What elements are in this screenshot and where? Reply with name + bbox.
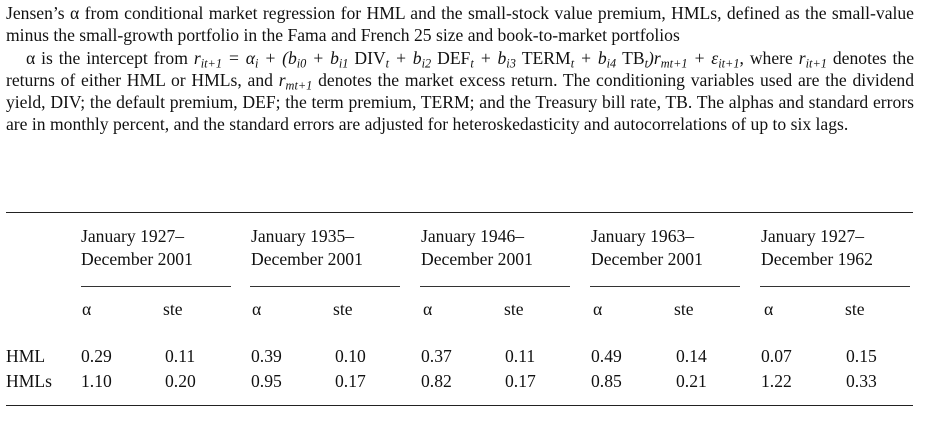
period-header-5: January 1927– December 1962: [761, 225, 873, 271]
return-symbol: rit+1: [798, 47, 827, 71]
period-end: December 2001: [421, 249, 533, 269]
table-bottom-rule: [6, 405, 913, 406]
ste-value-cell: 0.14: [676, 346, 707, 366]
period-header-4: January 1963– December 2001: [591, 225, 703, 271]
alpha-column-header: α: [252, 299, 262, 319]
period-end: December 1962: [761, 249, 873, 269]
period-start: January 1963–: [591, 226, 695, 246]
alpha-column-header: α: [593, 299, 603, 319]
alpha-value-cell: 0.82: [421, 371, 452, 391]
caption-lead: α is the intercept from: [26, 47, 188, 68]
ste-value-cell: 0.20: [165, 371, 196, 391]
alpha-value-cell: 0.49: [591, 346, 622, 366]
period-underline: [81, 286, 231, 287]
alpha-value-cell: 0.85: [591, 371, 622, 391]
ste-value-cell: 0.21: [676, 371, 707, 391]
ste-value-cell: 0.11: [505, 346, 536, 366]
caption-rest: denotes the market excess return. The co…: [6, 69, 915, 135]
ste-column-header: ste: [845, 299, 865, 319]
caption-where: where: [749, 47, 793, 68]
period-start: January 1935–: [251, 226, 355, 246]
period-end: December 2001: [251, 249, 363, 269]
period-start: January 1927–: [761, 226, 865, 246]
period-end: December 2001: [591, 249, 703, 269]
alpha-value-cell: 0.07: [761, 346, 792, 366]
period-underline: [760, 286, 910, 287]
alpha-value-cell: 0.29: [81, 346, 112, 366]
alpha-value-cell: 1.10: [81, 371, 112, 391]
market-return-symbol: rmt+1: [278, 69, 313, 93]
alpha-value-cell: 0.37: [421, 346, 452, 366]
ste-column-header: ste: [333, 299, 353, 319]
ste-value-cell: 0.11: [165, 346, 196, 366]
alpha-column-header: α: [764, 299, 774, 319]
period-header-3: January 1946– December 2001: [421, 225, 533, 271]
period-underline: [420, 286, 570, 287]
ste-value-cell: 0.33: [846, 371, 877, 391]
caption-returns-text: denotes the returns of either HML or HML…: [6, 47, 915, 90]
regression-equation: rit+1 = αi + (bi0 + bi1 DIVt + bi2 DEFt …: [193, 47, 740, 71]
period-start: January 1946–: [421, 226, 525, 246]
period-underline: [250, 286, 400, 287]
ste-column-header: ste: [163, 299, 183, 319]
period-underline: [590, 286, 740, 287]
alpha-value-cell: 0.39: [251, 346, 282, 366]
alpha-value-cell: 0.95: [251, 371, 282, 391]
ste-column-header: ste: [504, 299, 524, 319]
caption-paragraph-1: Jensen’s α from conditional market regre…: [6, 3, 914, 46]
ste-value-cell: 0.10: [335, 346, 366, 366]
alpha-column-header: α: [423, 299, 433, 319]
alpha-column-header: α: [82, 299, 92, 319]
caption-paragraph-2: α is the intercept from rit+1 = αi + (bi…: [6, 47, 915, 135]
ste-value-cell: 0.17: [335, 371, 366, 391]
table-caption: Jensen’s α from conditional market regre…: [6, 2, 914, 136]
period-end: December 2001: [81, 249, 193, 269]
alpha-value-cell: 1.22: [761, 371, 792, 391]
ste-column-header: ste: [674, 299, 694, 319]
period-header-1: January 1927– December 2001: [81, 225, 193, 271]
ste-value-cell: 0.17: [505, 371, 536, 391]
period-header-2: January 1935– December 2001: [251, 225, 363, 271]
table-top-rule: [6, 212, 913, 213]
ste-value-cell: 0.15: [846, 346, 877, 366]
row-label: HMLs: [6, 371, 52, 391]
period-start: January 1927–: [81, 226, 185, 246]
row-label: HML: [6, 346, 46, 366]
